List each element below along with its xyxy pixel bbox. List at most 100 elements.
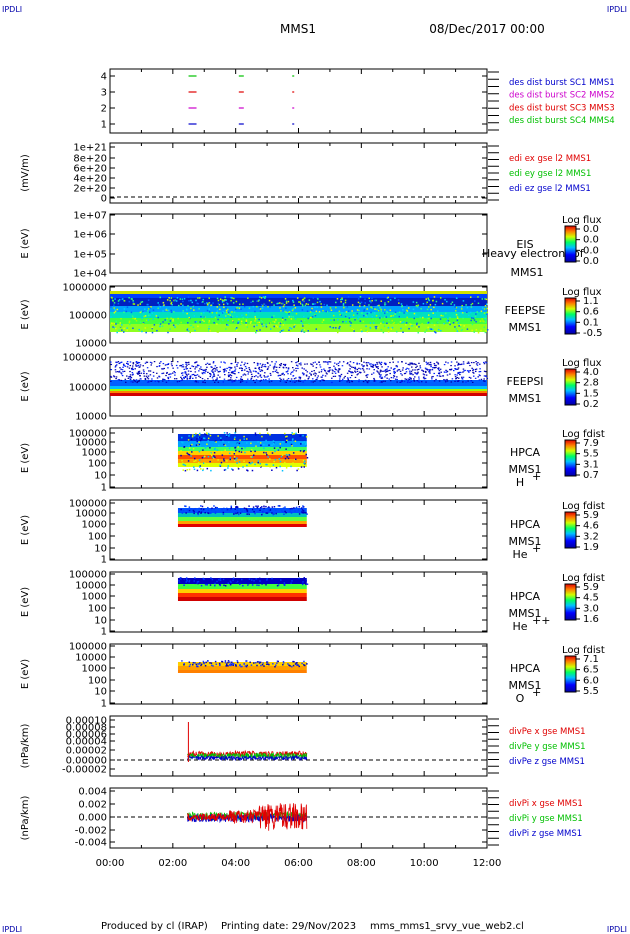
hpca_h-pixel (220, 437, 222, 439)
feepsi-pixel (354, 370, 356, 372)
hpca_o-pixel (301, 662, 303, 665)
feepse-pixel (286, 311, 289, 314)
feepsi-pixel (165, 381, 168, 383)
feepsi-pixel (167, 363, 170, 365)
feepse-pixel (157, 307, 159, 310)
hpca_h-pixel (225, 434, 228, 436)
feepse-pixel (118, 329, 120, 332)
feepse-pixel (405, 309, 408, 312)
feepse-pixel (165, 309, 167, 311)
hpca_he-band (177, 521, 307, 524)
feepsi-pixel (145, 361, 148, 363)
hpca_he-pixel (229, 509, 231, 512)
feepse-pixel (174, 326, 176, 328)
feepsi-pixel (253, 375, 256, 378)
hpca_h-pixel (251, 461, 253, 464)
feepse-pixel (281, 318, 284, 321)
feepsi-pixel (118, 370, 121, 372)
hpca_h-pixel (189, 447, 191, 449)
feepse-pixel (402, 321, 405, 323)
feepse-pixel (172, 318, 174, 321)
divpe-ytick-label: 0.00004 (66, 737, 107, 748)
feepse-pixel (296, 297, 299, 299)
hpca_he-pixel (181, 512, 184, 514)
feepse-pixel (167, 331, 169, 334)
feepsi-pixel (168, 373, 170, 376)
feepse-pixel (131, 298, 133, 300)
hpca_h-pixel (233, 451, 236, 453)
feepsi-pixel (424, 377, 427, 380)
hpca_he-pixel (294, 510, 296, 512)
feepse-pixel (170, 302, 172, 305)
feepse-pixel (456, 323, 459, 326)
feepsi-pixel (167, 363, 169, 365)
hpca_he-pixel (190, 507, 193, 510)
hpca_he-pixel (211, 507, 213, 509)
hpca_h-pixel (182, 463, 185, 466)
feepsi-pixel (234, 361, 237, 363)
feepse-pixel (419, 316, 421, 319)
feepsi-pixel (415, 373, 418, 375)
feepse-pixel (281, 302, 283, 305)
feepsi-pixel (258, 366, 261, 369)
feepsi-pixel (292, 371, 294, 373)
feepse-pixel (371, 299, 373, 302)
feepsi-pixel (251, 375, 253, 378)
hpca_he-pixel (230, 506, 233, 509)
hpca_he-pixel (248, 513, 250, 516)
feepse-colorbar (564, 297, 577, 335)
hpca_h-pixel (246, 438, 248, 440)
feepsi-pixel (384, 363, 387, 366)
feepsi-pixel (462, 361, 465, 363)
feepse-pixel (433, 331, 436, 333)
hpca_o-pixel (181, 660, 183, 662)
feepsi-pixel (194, 374, 196, 377)
feepse-pixel (466, 328, 469, 330)
feepse-pixel (231, 315, 234, 318)
hpca_h-pixel (189, 444, 192, 447)
eis-ytick-label: 1e+04 (73, 269, 107, 280)
hpca_h-pixel (292, 452, 295, 454)
feepse-pixel (369, 327, 372, 330)
hpca_he-colorbar (564, 511, 577, 549)
feepse-pixel (375, 299, 377, 302)
feepsi-pixel (425, 368, 428, 370)
hpca_h-pixel (226, 432, 228, 434)
feepse-pixel (187, 325, 190, 327)
hpca_he-pixel (180, 508, 182, 511)
feepsi-pixel (211, 377, 214, 379)
feepsi-pixel (338, 368, 340, 370)
hpca_hepp-pixel (303, 578, 306, 580)
feepse-pixel (258, 321, 260, 324)
hpca_h-pixel (205, 432, 208, 434)
hpca_h-pixel (215, 440, 217, 442)
feepsi-pixel (255, 379, 258, 381)
feepse-pixel (169, 299, 171, 302)
feepse-pixel (232, 302, 235, 304)
feepsi-pixel (264, 366, 267, 368)
feepse-pixel (352, 314, 355, 316)
feepse-pixel (473, 331, 476, 333)
feepsi-pixel (166, 371, 168, 374)
feepsi-pixel (227, 379, 230, 381)
hpca_he-pixel (243, 507, 246, 509)
hpca_h-pixel (210, 453, 212, 455)
hpca_h-pixel (213, 465, 215, 467)
feepse-pixel (208, 308, 211, 310)
feepse-pixel (311, 309, 313, 311)
feepsi-pixel (110, 375, 112, 378)
feepse-ylabel: E (eV) (20, 299, 31, 329)
feepsi-pixel (370, 365, 372, 367)
feepse-pixel (482, 320, 484, 322)
hpca_hepp-pixel (230, 583, 232, 585)
feepsi-pixel (243, 364, 246, 366)
feepsi-pixel (363, 365, 365, 367)
hpca_h-pixel (224, 468, 227, 471)
feepsi-pixel (222, 368, 225, 371)
feepse-pixel (261, 307, 264, 309)
feepse-pixel (152, 309, 155, 311)
feepsi-pixel (189, 375, 191, 378)
feepse-pixel (216, 310, 219, 312)
hpca_he-pixel (306, 513, 308, 515)
